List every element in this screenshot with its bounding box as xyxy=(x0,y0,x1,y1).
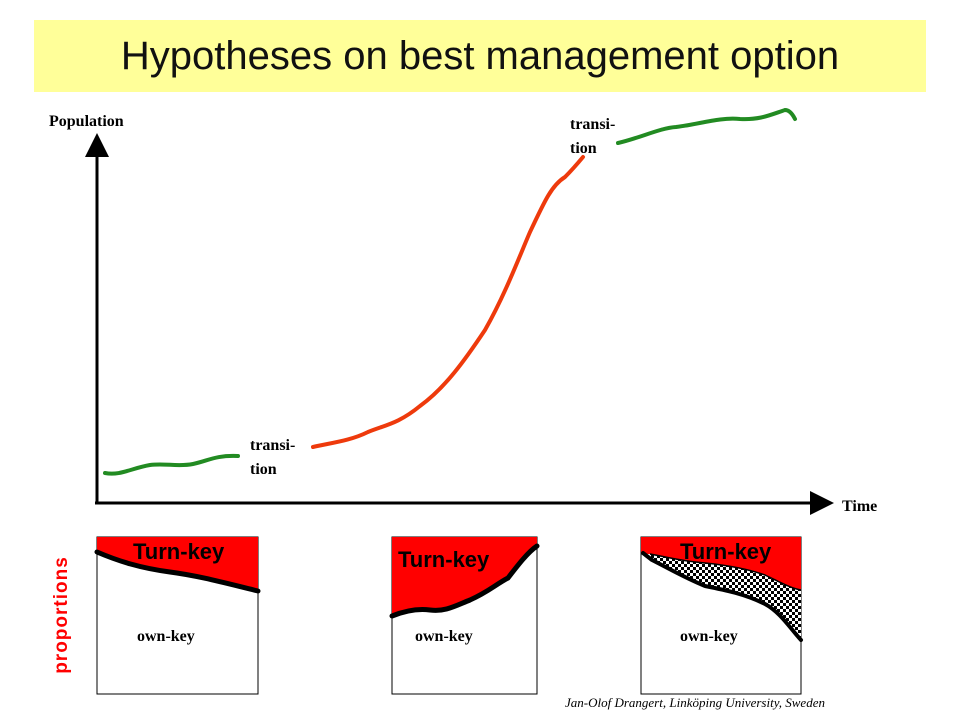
lower-boundary-line xyxy=(641,551,803,642)
title-bar: Hypotheses on best management option xyxy=(34,20,926,92)
transition-label-line: transi- xyxy=(250,437,296,454)
turnkey-label-mature: Turn-key xyxy=(680,539,772,564)
turnkey-area xyxy=(392,537,537,616)
transition-label-line: transi- xyxy=(570,116,616,133)
upper-boundary-line xyxy=(649,553,802,591)
ownkey-label-growth: own-key xyxy=(415,628,473,645)
transition-label-lower: transi- tion xyxy=(250,434,295,482)
mature-stage-curve xyxy=(616,107,797,145)
transition-label-line: tion xyxy=(250,461,277,478)
boundary-line xyxy=(94,549,261,594)
turnkey-label-growth: Turn-key xyxy=(398,547,490,572)
ownkey-label-mature: own-key xyxy=(680,628,738,645)
boundary-line xyxy=(389,543,540,619)
turnkey-area xyxy=(641,537,801,590)
transition-label-upper: transi- tion xyxy=(570,113,615,161)
proportions-label: proportions xyxy=(51,556,72,674)
proportion-panel-early xyxy=(94,536,261,695)
proportion-panel-mature xyxy=(640,536,803,695)
proportion-panel-growth xyxy=(389,536,540,695)
transition-label-line: tion xyxy=(570,140,597,157)
page-title: Hypotheses on best management option xyxy=(120,33,840,78)
turnkey-area xyxy=(97,537,258,591)
footer-credit: Jan-Olof Drangert, Linköping University,… xyxy=(565,695,825,710)
x-axis-label: Time xyxy=(842,498,878,515)
turnkey-label-early: Turn-key xyxy=(133,539,225,564)
early-stage-curve xyxy=(103,453,240,476)
mixed-area xyxy=(650,554,801,640)
ownkey-label-early: own-key xyxy=(137,628,195,645)
growth-stage-curve xyxy=(311,155,585,449)
y-axis-label: Population xyxy=(49,113,124,130)
